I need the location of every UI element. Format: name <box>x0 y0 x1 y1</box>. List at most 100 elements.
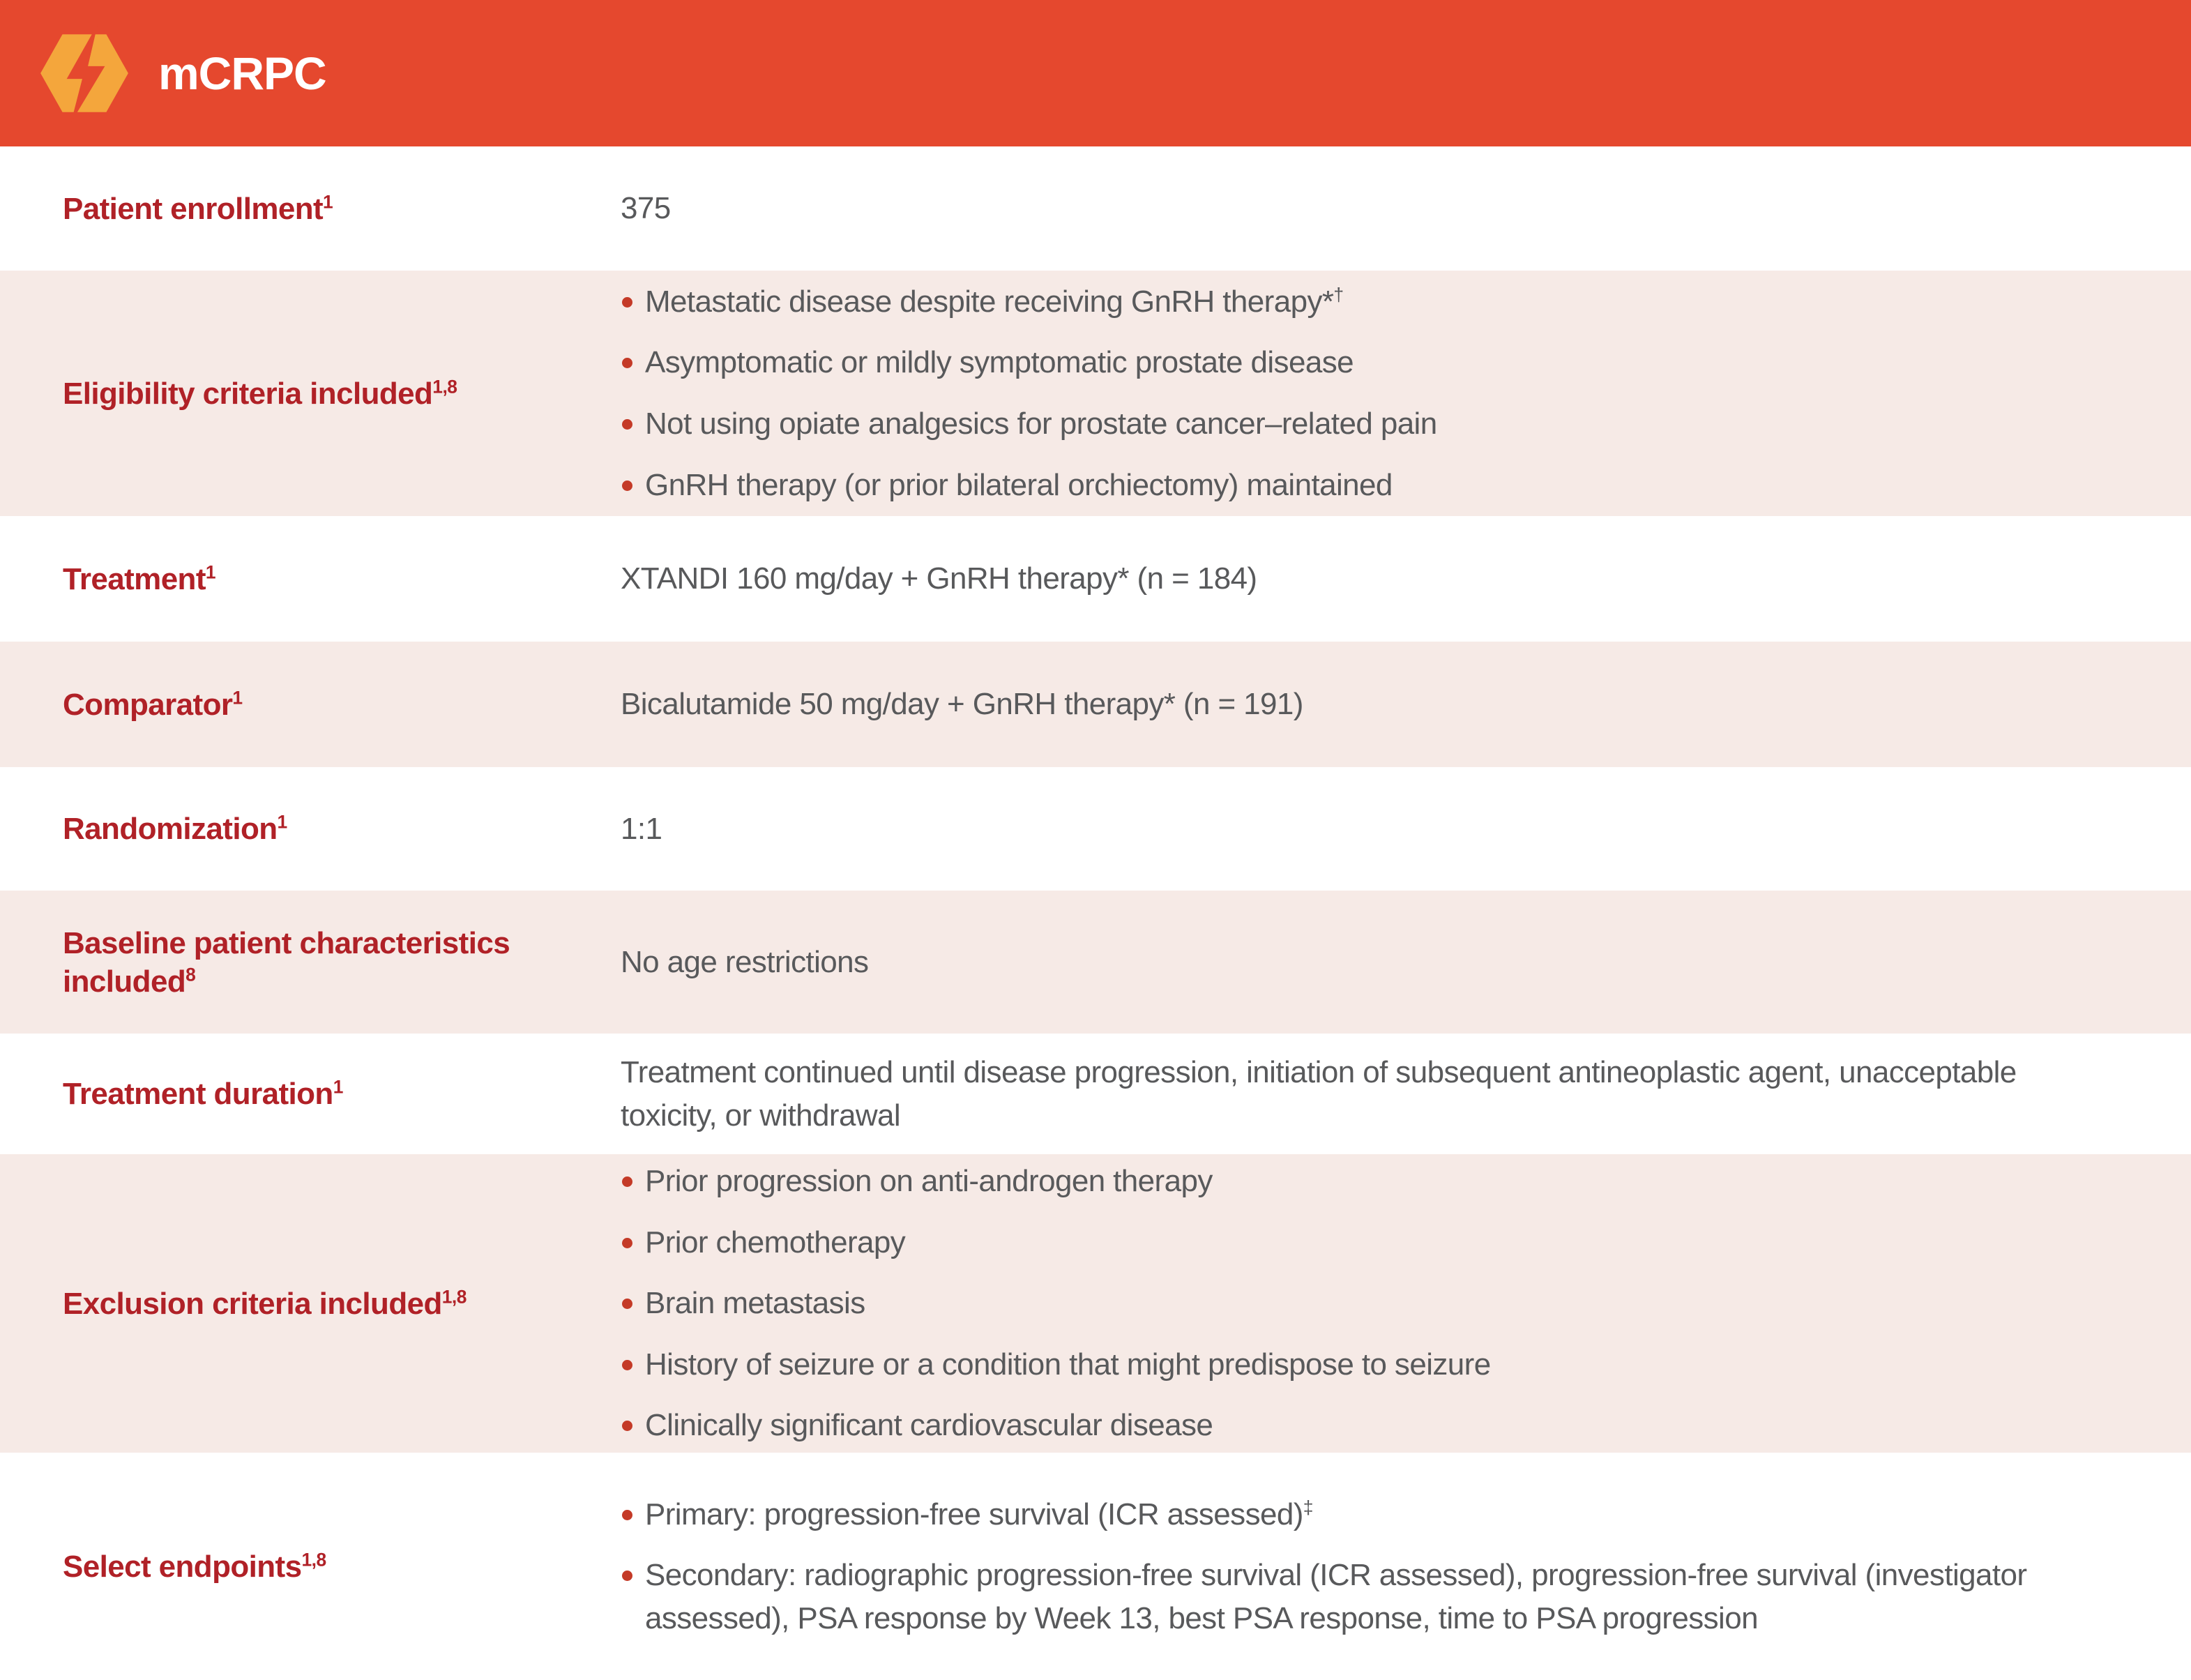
row-label: Select endpoints1,8 <box>63 1547 326 1586</box>
row-label-cell: Baseline patient characteristics include… <box>0 891 621 1034</box>
bullet-text: GnRH therapy (or prior bilateral orchiec… <box>645 467 1393 502</box>
bullet-text: Prior chemotherapy <box>645 1225 906 1259</box>
table-row-treatment: Treatment1 XTANDI 160 mg/day + GnRH ther… <box>0 516 2191 642</box>
row-label-ref: 1,8 <box>432 375 457 397</box>
bullet-icon <box>622 1571 632 1582</box>
row-label-text: Treatment <box>63 561 206 596</box>
bullet-text: Prior progression on anti-androgen thera… <box>645 1164 1213 1199</box>
row-label-text: Baseline patient characteristics include… <box>63 925 510 999</box>
row-value: Bicalutamide 50 mg/day + GnRH therapy* (… <box>621 687 1303 722</box>
row-label: Randomization1 <box>63 810 287 848</box>
table-row-select-endpoints: Select endpoints1,8 Primary: progression… <box>0 1453 2191 1680</box>
lightning-bolt-icon <box>40 24 128 123</box>
bullet-icon <box>622 1299 632 1310</box>
bullet-icon <box>622 419 632 430</box>
list-item: Brain metastasis <box>621 1282 2031 1325</box>
row-label-cell: Exclusion criteria included1,8 <box>0 1154 621 1453</box>
row-label-ref: 8 <box>185 963 196 985</box>
bullet-text: Clinically significant cardiovascular di… <box>645 1408 1213 1443</box>
row-label-cell: Comparator1 <box>0 642 621 767</box>
bullet-text-body: Primary: progression-free survival (ICR … <box>645 1497 1303 1531</box>
bullet-icon <box>622 1237 632 1248</box>
row-label-text: Select endpoints <box>63 1549 302 1584</box>
row-value-cell: 1:1 <box>621 767 2191 891</box>
bullet-text: History of seizure or a condition that m… <box>645 1347 1491 1382</box>
row-label: Baseline patient characteristics include… <box>63 924 600 1001</box>
row-value: 1:1 <box>621 811 662 846</box>
bullet-text: Primary: progression-free survival (ICR … <box>645 1493 2031 1536</box>
list-item: Secondary: radiographic progression-free… <box>621 1554 2031 1640</box>
row-label-cell: Randomization1 <box>0 767 621 891</box>
bullet-text-body: Metastatic disease despite receiving GnR… <box>645 284 1334 319</box>
row-label-ref: 1,8 <box>301 1548 326 1570</box>
list-item: Prior progression on anti-androgen thera… <box>621 1160 2031 1203</box>
row-label-text: Randomization <box>63 812 278 846</box>
bullet-icon <box>622 1176 632 1188</box>
bullet-text: Secondary: radiographic progression-free… <box>645 1558 2027 1635</box>
row-label: Patient enrollment1 <box>63 190 333 228</box>
row-value: Treatment continued until disease progre… <box>621 1054 2017 1133</box>
row-label-ref: 1,8 <box>441 1285 467 1307</box>
row-label-ref: 1 <box>232 686 243 708</box>
row-label-text: Patient enrollment <box>63 191 324 226</box>
bullet-icon <box>622 1509 632 1520</box>
bullet-text-ref: † <box>1333 284 1344 305</box>
table-row-baseline-characteristics: Baseline patient characteristics include… <box>0 891 2191 1034</box>
bullet-text: Asymptomatic or mildly symptomatic prost… <box>645 345 1354 380</box>
row-label-ref: 1 <box>205 561 216 582</box>
bullet-list: Metastatic disease despite receiving GnR… <box>621 280 2031 506</box>
row-label-cell: Select endpoints1,8 <box>0 1453 621 1680</box>
row-value-cell: Prior progression on anti-androgen thera… <box>621 1154 2191 1453</box>
row-label: Exclusion criteria included1,8 <box>63 1285 467 1323</box>
row-label-ref: 1 <box>277 811 288 833</box>
bullet-icon <box>622 1359 632 1370</box>
row-label-text: Exclusion criteria included <box>63 1286 442 1321</box>
table-row-exclusion-criteria: Exclusion criteria included1,8 Prior pro… <box>0 1154 2191 1453</box>
row-value-cell: 375 <box>621 146 2191 271</box>
list-item: Not using opiate analgesics for prostate… <box>621 402 2031 446</box>
bullet-icon <box>622 1421 632 1432</box>
row-value-cell: Bicalutamide 50 mg/day + GnRH therapy* (… <box>621 642 2191 767</box>
row-label-text: Eligibility criteria included <box>63 376 433 411</box>
row-value: XTANDI 160 mg/day + GnRH therapy* (n = 1… <box>621 561 1257 596</box>
row-label: Eligibility criteria included1,8 <box>63 374 457 413</box>
list-item: GnRH therapy (or prior bilateral orchiec… <box>621 464 2031 507</box>
row-label-ref: 1 <box>333 1076 344 1098</box>
table-row-treatment-duration: Treatment duration1 Treatment continued … <box>0 1034 2191 1154</box>
bullet-text: Brain metastasis <box>645 1286 865 1321</box>
list-item: Clinically significant cardiovascular di… <box>621 1404 2031 1447</box>
bullet-icon <box>622 296 632 308</box>
bullet-text: Metastatic disease despite receiving GnR… <box>645 280 2031 324</box>
list-item: Prior chemotherapy <box>621 1221 2031 1264</box>
list-item: Asymptomatic or mildly symptomatic prost… <box>621 341 2031 384</box>
row-label-text: Comparator <box>63 687 233 722</box>
table-row-eligibility-criteria: Eligibility criteria included1,8 Metasta… <box>0 271 2191 516</box>
row-label-cell: Treatment duration1 <box>0 1034 621 1154</box>
row-label-cell: Treatment1 <box>0 516 621 642</box>
row-value-cell: Metastatic disease despite receiving GnR… <box>621 271 2191 516</box>
row-label: Comparator1 <box>63 686 243 724</box>
row-label-text: Treatment duration <box>63 1077 333 1111</box>
row-label-cell: Patient enrollment1 <box>0 146 621 271</box>
page-title: mCRPC <box>158 47 327 99</box>
row-value-cell: XTANDI 160 mg/day + GnRH therapy* (n = 1… <box>621 516 2191 642</box>
header-banner: mCRPC <box>0 0 2191 146</box>
table-row-comparator: Comparator1 Bicalutamide 50 mg/day + GnR… <box>0 642 2191 767</box>
row-label-cell: Eligibility criteria included1,8 <box>0 271 621 516</box>
row-value: 375 <box>621 191 671 226</box>
row-label-ref: 1 <box>323 190 333 212</box>
bullet-list: Primary: progression-free survival (ICR … <box>621 1493 2031 1640</box>
row-label: Treatment1 <box>63 560 216 598</box>
row-value-cell: No age restrictions <box>621 891 2191 1034</box>
bullet-text-ref: ‡ <box>1303 1496 1314 1518</box>
list-item: History of seizure or a condition that m… <box>621 1343 2031 1386</box>
row-value-cell: Treatment continued until disease progre… <box>621 1034 2191 1154</box>
bullet-icon <box>622 358 632 369</box>
bullet-list: Prior progression on anti-androgen thera… <box>621 1160 2031 1447</box>
bullet-text: Not using opiate analgesics for prostate… <box>645 407 1437 441</box>
table-row-patient-enrollment: Patient enrollment1 375 <box>0 146 2191 271</box>
row-label: Treatment duration1 <box>63 1075 343 1113</box>
bullet-icon <box>622 480 632 491</box>
row-value-cell: Primary: progression-free survival (ICR … <box>621 1453 2191 1680</box>
